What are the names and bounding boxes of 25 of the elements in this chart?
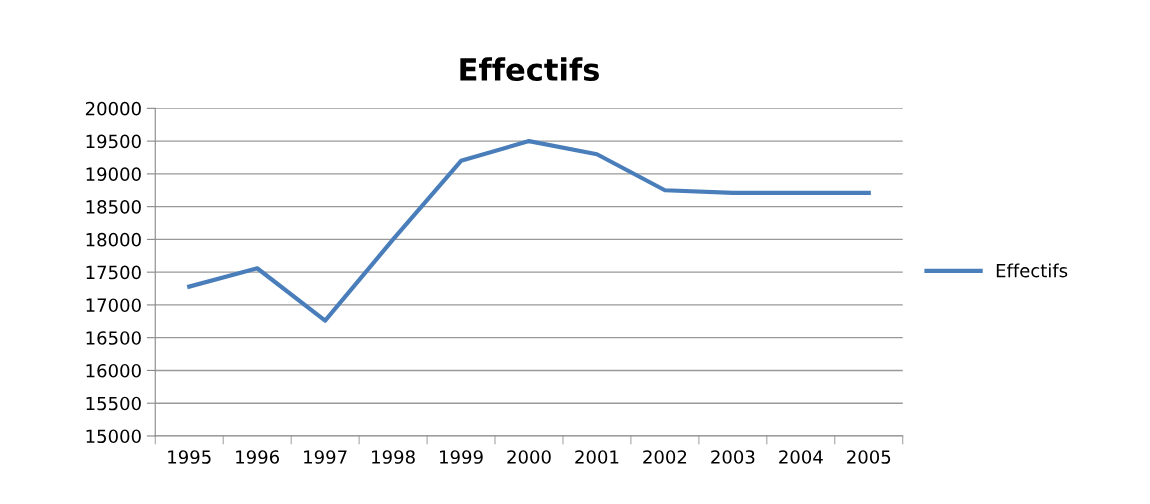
chart-title: Effectifs: [460, 57, 599, 82]
x-tick-label: 1996: [236, 450, 280, 464]
x-tick-label: 2000: [507, 450, 551, 464]
y-tick-label: 17000: [86, 298, 141, 313]
line-series: [187, 139, 871, 323]
x-tick-label: 1998: [372, 450, 415, 464]
x-tick-label: 2005: [847, 450, 891, 464]
y-tick-label: 17500: [86, 265, 141, 280]
y-tick-label: 18000: [86, 232, 141, 247]
y-tick-label: 15000: [86, 429, 141, 444]
x-tick-label: 1999: [440, 450, 483, 464]
x-tick-label: 2004: [779, 450, 823, 464]
y-tick-label: 20000: [85, 101, 141, 116]
legend-label: Effectifs: [996, 263, 1068, 278]
y-tick-label: 19000: [86, 167, 141, 181]
y-tick-label: 18500: [86, 200, 141, 214]
x-tick-label: 2001: [575, 450, 619, 464]
x-tick-label: 1995: [168, 450, 211, 464]
y-tick-label: 16500: [86, 331, 141, 345]
x-tick-label: 2002: [643, 450, 687, 464]
x-tick-label: 1997: [304, 450, 347, 464]
x-tick-label: 2003: [711, 450, 755, 464]
y-tick-label: 15500: [86, 396, 141, 411]
y-tick-label: 19500: [86, 134, 141, 149]
y-tick-label: 16000: [86, 363, 141, 378]
